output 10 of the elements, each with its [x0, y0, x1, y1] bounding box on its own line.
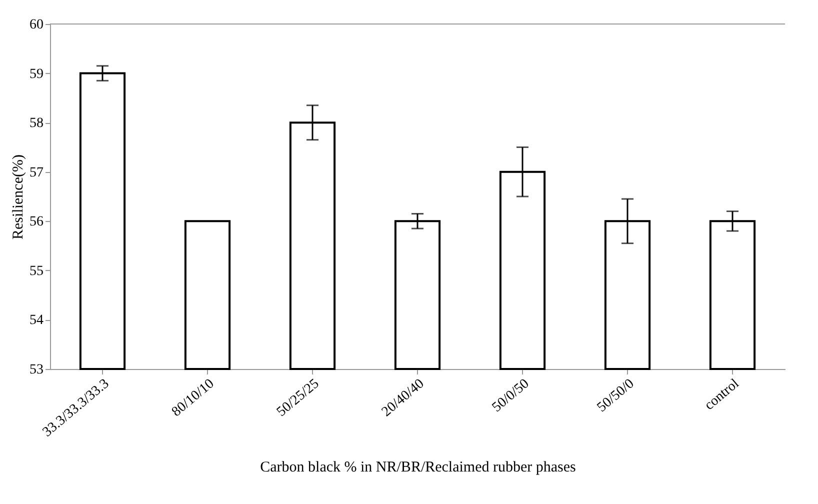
y-tick-label: 53: [30, 362, 44, 378]
y-tick-label: 57: [30, 165, 44, 180]
y-tick-label: 60: [30, 18, 44, 32]
x-axis-title: Carbon black % in NR/BR/Reclaimed rubber phases: [260, 459, 576, 476]
y-tick-label: 56: [30, 214, 44, 230]
y-tick-label: 54: [30, 313, 44, 328]
y-tick-label: 59: [30, 66, 44, 82]
y-axis-title: Resilience(%): [10, 154, 26, 240]
y-tick-label: 58: [30, 116, 44, 132]
y-tick-label: 55: [30, 264, 44, 279]
